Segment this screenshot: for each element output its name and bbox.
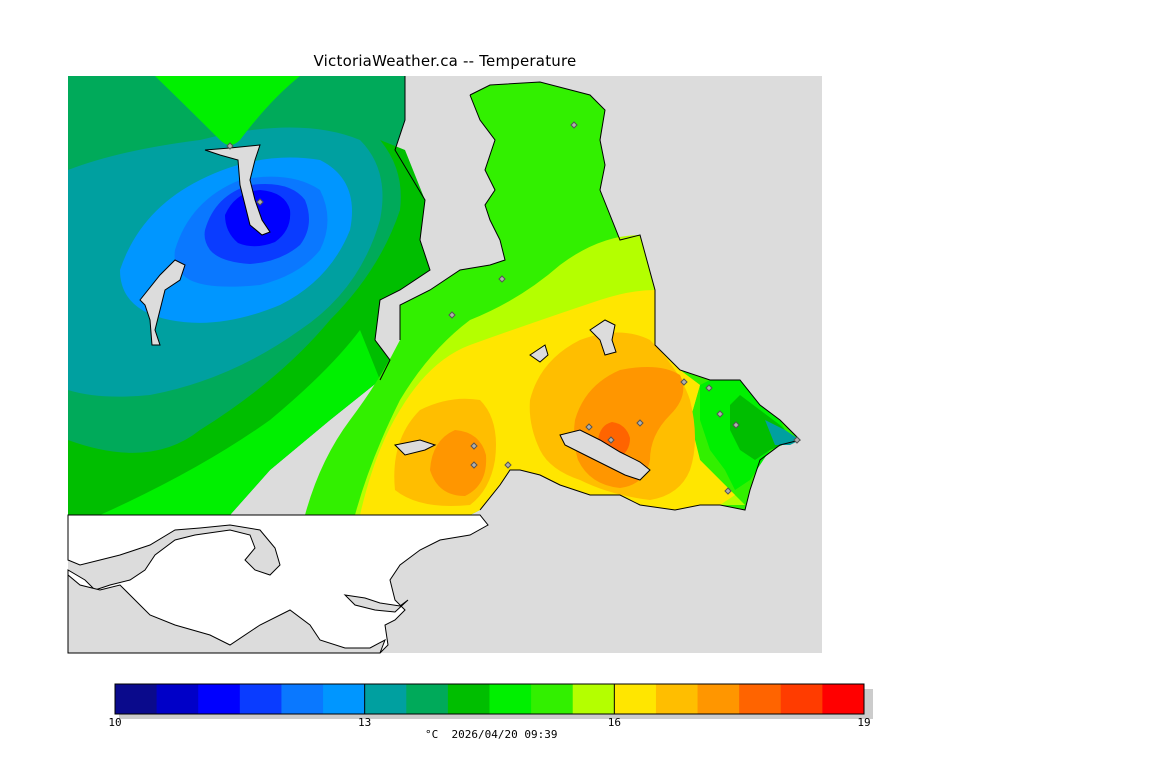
legend-bin [156, 684, 199, 714]
legend-bin [406, 684, 449, 714]
diamond-icon [470, 461, 478, 469]
diamond-icon [793, 436, 801, 444]
diamond-icon [724, 487, 732, 495]
legend-bin [739, 684, 782, 714]
legend-bin [447, 684, 490, 714]
legend-bin [364, 684, 407, 714]
coastlines [139, 76, 801, 511]
legend-caption: °C 2026/04/20 09:39 [425, 728, 557, 741]
legend-bin [489, 684, 532, 714]
legend-bin [115, 684, 158, 714]
legend-bin [572, 684, 615, 714]
water-bay [343, 594, 409, 613]
diamond-icon [448, 311, 456, 319]
timestamp-label: 2026/04/20 09:39 [451, 728, 558, 741]
page-title: VictoriaWeather.ca -- Temperature [313, 52, 577, 70]
legend-bin [780, 684, 823, 714]
legend-bin [655, 684, 699, 714]
land-no-data [67, 514, 489, 654]
legend-tick-label: 19 [857, 716, 871, 729]
legend-bin [697, 684, 740, 714]
legend-tick-label: 13 [358, 716, 372, 729]
diamond-icon [256, 198, 264, 206]
temperature-contours [68, 76, 800, 515]
diamond-icon [470, 442, 478, 450]
legend-frame [114, 683, 865, 715]
legend-bin [614, 684, 657, 714]
diamond-icon [498, 275, 506, 283]
diamond-icon [226, 142, 234, 150]
diamond-icon [732, 421, 740, 429]
legend-tick-label: 16 [607, 716, 621, 729]
station-markers [226, 121, 801, 495]
legend-bin [531, 684, 574, 714]
diamond-icon [607, 436, 615, 444]
diamond-icon [636, 419, 644, 427]
diamond-icon [705, 384, 713, 392]
diamond-icon [570, 121, 578, 129]
legend-bin [198, 684, 241, 714]
unit-label: °C [425, 728, 439, 741]
water-inlet [67, 573, 386, 654]
diamond-icon [585, 423, 593, 431]
diamond-icon [680, 378, 688, 386]
legend-bin [239, 684, 282, 714]
legend-bin [822, 684, 865, 714]
diamond-icon [504, 461, 512, 469]
legend-tick-label: 10 [108, 716, 122, 729]
legend-bin [281, 684, 324, 714]
legend-bin [323, 684, 366, 714]
diamond-icon [716, 410, 724, 418]
